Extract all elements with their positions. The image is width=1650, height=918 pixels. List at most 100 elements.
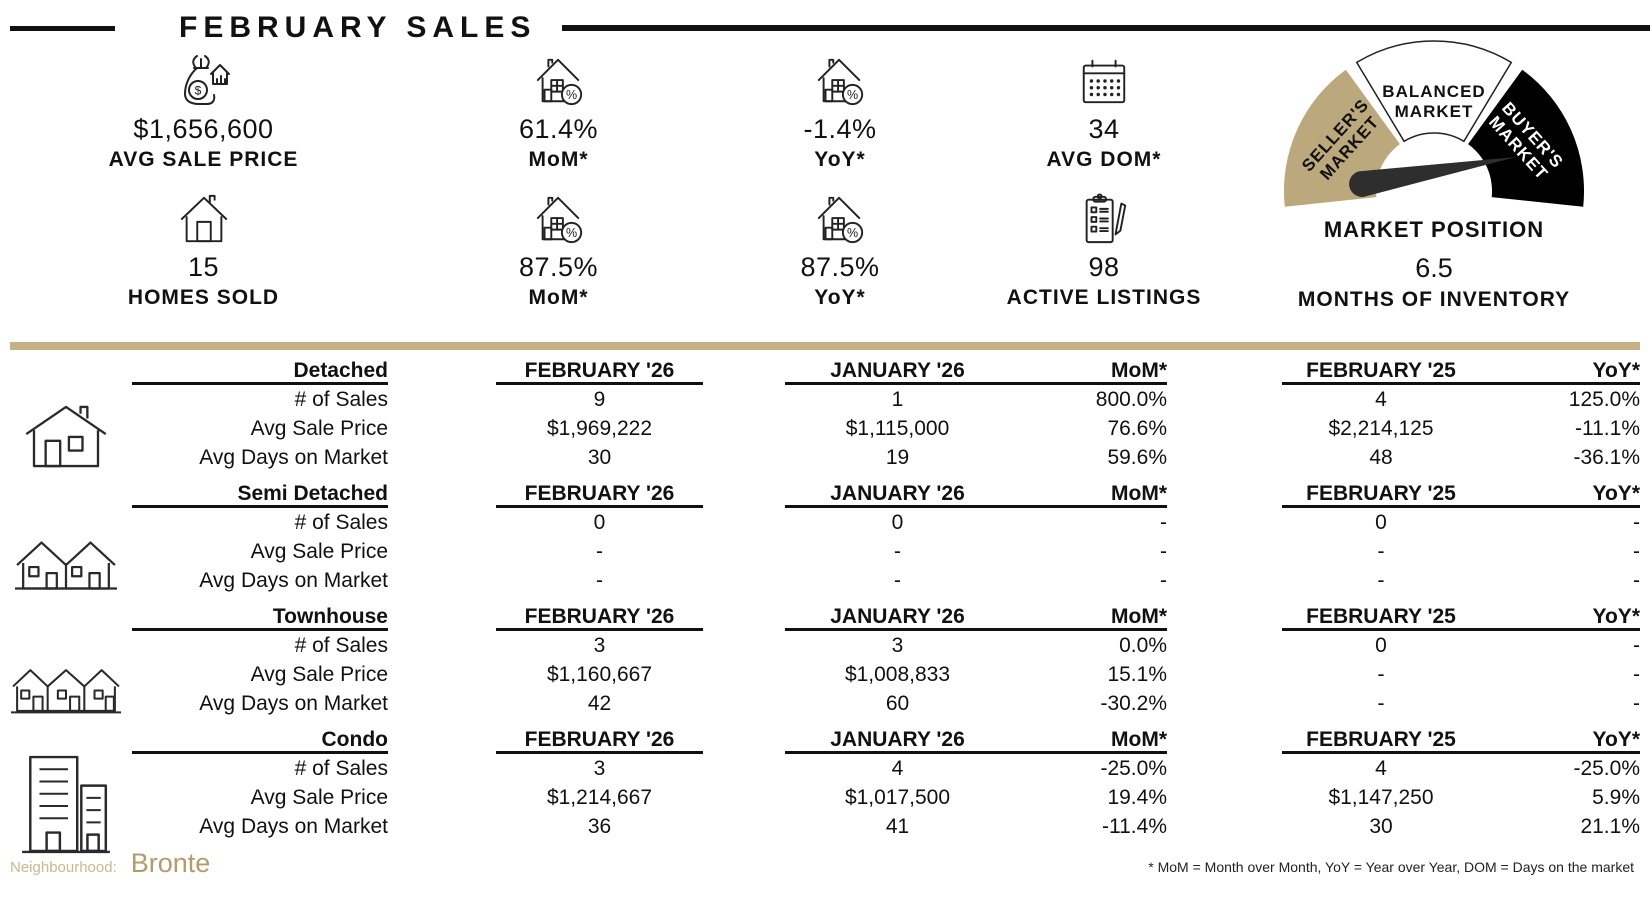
stat-label: AVG DOM* xyxy=(1046,148,1162,171)
sales-table: Detached FEBRUARY '26 JANUARY '26 MoM* F… xyxy=(0,356,1650,854)
stat-value: -1.4% xyxy=(803,114,877,144)
row-label: Avg Sale Price xyxy=(250,663,388,686)
svg-text:$: $ xyxy=(194,84,201,98)
stats-panel: $ $1,656,600 AVG SALE PRICE % 61.4% MoM* xyxy=(0,40,1650,312)
house-percent-icon: % xyxy=(536,196,582,244)
stat-label: YoY* xyxy=(814,148,866,171)
table-cell: $1,017,500 xyxy=(844,786,951,809)
table-cell: 48 xyxy=(1369,446,1393,469)
house-percent-icon: % xyxy=(536,58,582,106)
table-cell: 9 xyxy=(593,388,606,411)
table-cell: 4 xyxy=(1375,388,1387,411)
table-section-condo: Condo FEBRUARY '26 JANUARY '26 MoM* FEBR… xyxy=(0,725,1650,854)
col-header-feb26: FEBRUARY '26 xyxy=(496,602,703,631)
col-header-feb25: FEBRUARY '25 xyxy=(1282,602,1480,631)
table-cell: - xyxy=(1633,692,1640,715)
table-cell: -30.2% xyxy=(1100,692,1167,715)
table-cell: 41 xyxy=(885,815,910,838)
table-cell: 5.9% xyxy=(1592,786,1640,809)
page-title: FEBRUARY SALES xyxy=(179,11,537,44)
col-header-mom: MoM* xyxy=(1010,725,1167,754)
table-cell: $1,115,000 xyxy=(845,417,950,440)
col-header-feb25: FEBRUARY '25 xyxy=(1282,356,1480,385)
section-title: Townhouse xyxy=(132,602,388,631)
col-header-mom: MoM* xyxy=(1010,602,1167,631)
col-header-feb26: FEBRUARY '26 xyxy=(496,479,703,508)
table-cell: 19 xyxy=(885,446,910,469)
table-cell: 42 xyxy=(587,692,612,715)
table-section-detached: Detached FEBRUARY '26 JANUARY '26 MoM* F… xyxy=(0,356,1650,472)
row-label: Avg Sale Price xyxy=(250,786,388,809)
col-header-jan26: JANUARY '26 xyxy=(785,356,1010,385)
table-cell: 3 xyxy=(593,757,606,780)
stat-avg-dom: 34 AVG DOM* xyxy=(970,44,1238,174)
footer: Neighbourhood: Bronte * MoM = Month over… xyxy=(10,848,1634,879)
table-cell: - xyxy=(1160,511,1167,534)
table-cell: 0 xyxy=(891,511,904,534)
table-cell: -36.1% xyxy=(1573,446,1640,469)
row-label: Avg Days on Market xyxy=(199,569,388,592)
table-cell: $1,214,667 xyxy=(546,786,653,809)
col-header-yoy: YoY* xyxy=(1480,602,1640,631)
row-label: Avg Days on Market xyxy=(199,692,388,715)
stat-label: ACTIVE LISTINGS xyxy=(1006,286,1202,309)
table-cell: $1,008,833 xyxy=(844,663,951,686)
table-cell: 76.6% xyxy=(1107,417,1167,440)
money-bag-house-icon: $ xyxy=(183,55,230,105)
stat-price-mom: % 61.4% MoM* xyxy=(407,44,710,174)
stat-label: AVG SALE PRICE xyxy=(108,148,299,171)
stat-label: MoM* xyxy=(528,148,589,171)
table-cell: 4 xyxy=(1375,757,1387,780)
col-header-yoy: YoY* xyxy=(1480,725,1640,754)
clipboard-pencil-icon xyxy=(1085,193,1127,244)
svg-text:%: % xyxy=(565,88,576,102)
col-header-jan26: JANUARY '26 xyxy=(785,479,1010,508)
row-label: Avg Days on Market xyxy=(199,446,388,469)
table-section-semi-detached: Semi Detached FEBRUARY '26 JANUARY '26 M… xyxy=(0,479,1650,595)
col-header-yoy: YoY* xyxy=(1480,479,1640,508)
table-cell: $2,214,125 xyxy=(1328,417,1434,440)
stat-label: MoM* xyxy=(528,286,589,309)
col-header-mom: MoM* xyxy=(1010,356,1167,385)
col-header-feb25: FEBRUARY '25 xyxy=(1282,725,1480,754)
table-cell: 36 xyxy=(587,815,612,838)
table-cell: - xyxy=(1633,540,1640,563)
table-cell: -25.0% xyxy=(1100,757,1167,780)
table-cell: 15.1% xyxy=(1107,663,1167,686)
stat-value: 6.5 xyxy=(1415,253,1453,283)
table-cell: 3 xyxy=(891,634,904,657)
stat-value: 87.5% xyxy=(518,252,599,282)
table-cell: - xyxy=(596,540,603,563)
table-cell: $1,160,667 xyxy=(546,663,653,686)
house-percent-icon: % xyxy=(817,196,864,244)
table-cell: - xyxy=(1633,511,1640,534)
gauge-title: MARKET POSITION xyxy=(1323,217,1545,242)
table-cell: - xyxy=(894,540,901,563)
neighbourhood-label: Neighbourhood: xyxy=(10,859,117,876)
table-cell: - xyxy=(1377,663,1385,686)
house-percent-icon: % xyxy=(817,58,864,106)
table-cell: 21.1% xyxy=(1580,815,1640,838)
section-title: Condo xyxy=(132,725,388,754)
stat-sold-mom: % 87.5% MoM* xyxy=(407,174,710,312)
table-cell: 0.0% xyxy=(1119,634,1167,657)
table-cell: 3 xyxy=(593,634,606,657)
table-cell: - xyxy=(1160,569,1167,592)
col-header-feb26: FEBRUARY '26 xyxy=(496,356,703,385)
row-label: # of Sales xyxy=(294,634,388,657)
stat-value: $1,656,600 xyxy=(133,114,274,144)
table-cell: 800.0% xyxy=(1095,388,1167,411)
col-header-feb26: FEBRUARY '26 xyxy=(496,725,703,754)
row-label: Avg Days on Market xyxy=(199,815,388,838)
stat-label: YoY* xyxy=(814,286,866,309)
gauge-arcs: SELLER'SMARKET BALANCED MARKET BUYER'SMAR… xyxy=(1283,40,1585,207)
svg-text:%: % xyxy=(565,226,576,240)
col-header-mom: MoM* xyxy=(1010,479,1167,508)
stat-value: 15 xyxy=(187,252,220,282)
stat-homes-sold: 15 HOMES SOLD xyxy=(0,174,407,312)
table-cell: $1,969,222 xyxy=(546,417,653,440)
stat-active-listings: 98 ACTIVE LISTINGS xyxy=(970,174,1238,312)
table-cell: - xyxy=(1633,569,1640,592)
table-cell: 4 xyxy=(891,757,904,780)
col-header-jan26: JANUARY '26 xyxy=(785,602,1010,631)
